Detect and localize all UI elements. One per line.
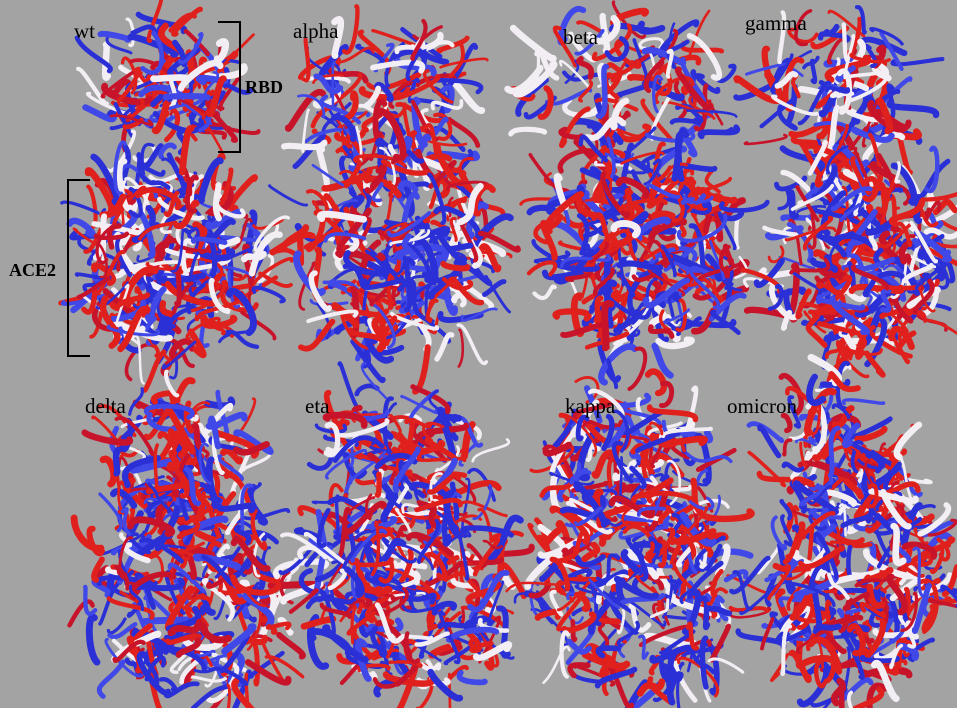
ribbon	[89, 617, 97, 662]
panel-label: kappa	[565, 394, 616, 418]
ribbon	[182, 128, 191, 172]
panel-label: gamma	[745, 11, 807, 35]
ribbon	[270, 186, 307, 205]
panel-label: eta	[305, 394, 330, 418]
ribbon	[473, 439, 509, 461]
ribbon	[154, 78, 187, 79]
ribbon	[784, 440, 791, 455]
ribbon	[664, 612, 689, 618]
ribbon	[603, 16, 608, 52]
ribbon	[101, 34, 129, 40]
ribbon	[459, 673, 484, 683]
ribbon	[560, 242, 581, 249]
panel-label: beta	[563, 25, 599, 49]
figure: RBD ACE2 wt alpha beta gamma delta eta k…	[0, 0, 957, 708]
ribbon	[108, 619, 125, 633]
ribbon	[462, 309, 496, 321]
ribbon	[230, 177, 255, 208]
ribbon	[822, 271, 843, 277]
ribbon	[925, 320, 957, 343]
ribbon	[116, 450, 119, 473]
ribbon	[155, 445, 157, 494]
panel-label: alpha	[293, 19, 339, 43]
ribbon	[166, 96, 208, 97]
ribbon	[534, 286, 554, 298]
ribbon	[474, 485, 491, 518]
ribbon	[340, 363, 358, 407]
panel-label: wt	[74, 19, 95, 43]
ribbon	[736, 217, 739, 247]
ribbon	[513, 28, 553, 59]
ribbon	[357, 480, 377, 484]
ribbon	[897, 425, 919, 457]
ribbon	[712, 626, 729, 660]
ribbon	[818, 627, 838, 628]
ribbon	[629, 349, 645, 389]
ribbon	[880, 273, 901, 276]
ribbon	[791, 193, 796, 217]
ribbon	[99, 662, 123, 697]
ribbon	[415, 347, 428, 391]
ribbon	[412, 595, 434, 601]
ribbon	[677, 165, 715, 169]
panel-label: omicron	[727, 394, 797, 418]
ribbon	[579, 59, 591, 77]
ribbon	[445, 513, 448, 544]
ribbon	[439, 417, 459, 420]
ribbon	[337, 496, 338, 533]
ribbon	[779, 189, 790, 208]
ribbon	[511, 129, 545, 134]
ribbon	[531, 585, 548, 596]
ribbon	[450, 246, 470, 249]
panel-label: delta	[85, 394, 126, 418]
ribbon	[271, 594, 274, 613]
rbd-label: RBD	[245, 77, 283, 97]
ribbon	[890, 102, 936, 115]
ribbon	[103, 459, 114, 484]
ribbon	[843, 400, 883, 404]
ribbon	[308, 598, 354, 606]
ribbon	[459, 330, 463, 367]
ace2-label: ACE2	[9, 260, 56, 280]
ribbon	[88, 187, 95, 227]
ribbon	[745, 135, 787, 144]
ribbon	[617, 395, 648, 405]
ribbon	[377, 474, 379, 495]
structures	[61, 0, 957, 708]
